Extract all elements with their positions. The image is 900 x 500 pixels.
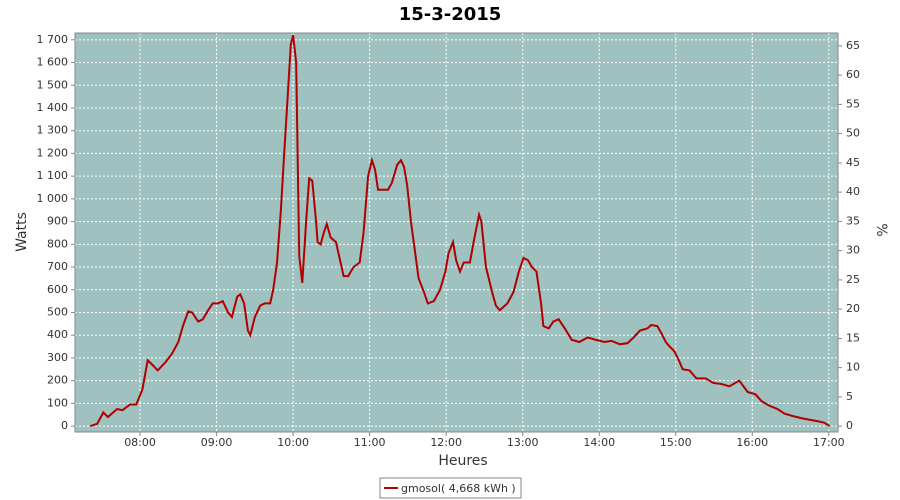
y2-tick-label: 60: [846, 68, 860, 81]
y-tick-label: 200: [47, 374, 68, 387]
y2-tick-label: 65: [846, 39, 860, 52]
chart-title: 15-3-2015: [399, 4, 502, 25]
y-tick-label: 600: [47, 283, 68, 296]
y-tick-label: 500: [47, 305, 68, 318]
x-tick-label: 17:00: [813, 436, 845, 449]
legend-label: gmosol( 4,668 kWh ): [401, 482, 516, 495]
x-tick-label: 12:00: [430, 436, 462, 449]
x-axis-label: Heures: [438, 453, 487, 469]
x-tick-label: 13:00: [507, 436, 539, 449]
y-tick-label: 1 100: [37, 169, 69, 182]
series-line: [89, 35, 831, 428]
y-tick-label: 1 600: [37, 56, 69, 69]
y-tick-label: 1 300: [37, 124, 69, 137]
plot-area: [75, 33, 838, 432]
y-tick-label: 300: [47, 351, 68, 364]
y2-tick-label: 50: [846, 127, 860, 140]
y2-tick-label: 0: [846, 419, 853, 432]
y-tick-label: 400: [47, 328, 68, 341]
y-tick-label: 100: [47, 396, 68, 409]
y2-tick-label: 10: [846, 361, 860, 374]
x-tick-label: 10:00: [277, 436, 309, 449]
x-tick-label: 15:00: [660, 436, 692, 449]
y2-tick-label: 35: [846, 214, 860, 227]
y-tick-label: 1 500: [37, 78, 69, 91]
plot-frame: [74, 32, 839, 433]
y-tick-label: 1 400: [37, 101, 69, 114]
y2-tick-label: 40: [846, 185, 860, 198]
y2-tick-label: 55: [846, 97, 860, 110]
y2-tick-label: 20: [846, 302, 860, 315]
legend: [379, 477, 522, 499]
y2-tick-label: 45: [846, 156, 860, 169]
y2-tick-label: 5: [846, 390, 853, 403]
y2-axis-label: %: [873, 223, 889, 236]
y2-tick-label: 15: [846, 331, 860, 344]
y-tick-label: 1 200: [37, 146, 69, 159]
y-tick-label: 0: [61, 419, 68, 432]
y2-tick-label: 30: [846, 244, 860, 257]
y-tick-label: 700: [47, 260, 68, 273]
y-tick-label: 1 000: [37, 192, 69, 205]
y-tick-label: 1 700: [37, 33, 69, 46]
y-tick-label: 900: [47, 215, 68, 228]
x-tick-label: 08:00: [124, 436, 156, 449]
x-tick-label: 09:00: [201, 436, 233, 449]
x-tick-label: 14:00: [583, 436, 615, 449]
y-axis-label: Watts: [14, 212, 30, 252]
y-tick-label: 800: [47, 237, 68, 250]
x-tick-label: 11:00: [354, 436, 386, 449]
y2-tick-label: 25: [846, 273, 860, 286]
x-tick-label: 16:00: [736, 436, 768, 449]
